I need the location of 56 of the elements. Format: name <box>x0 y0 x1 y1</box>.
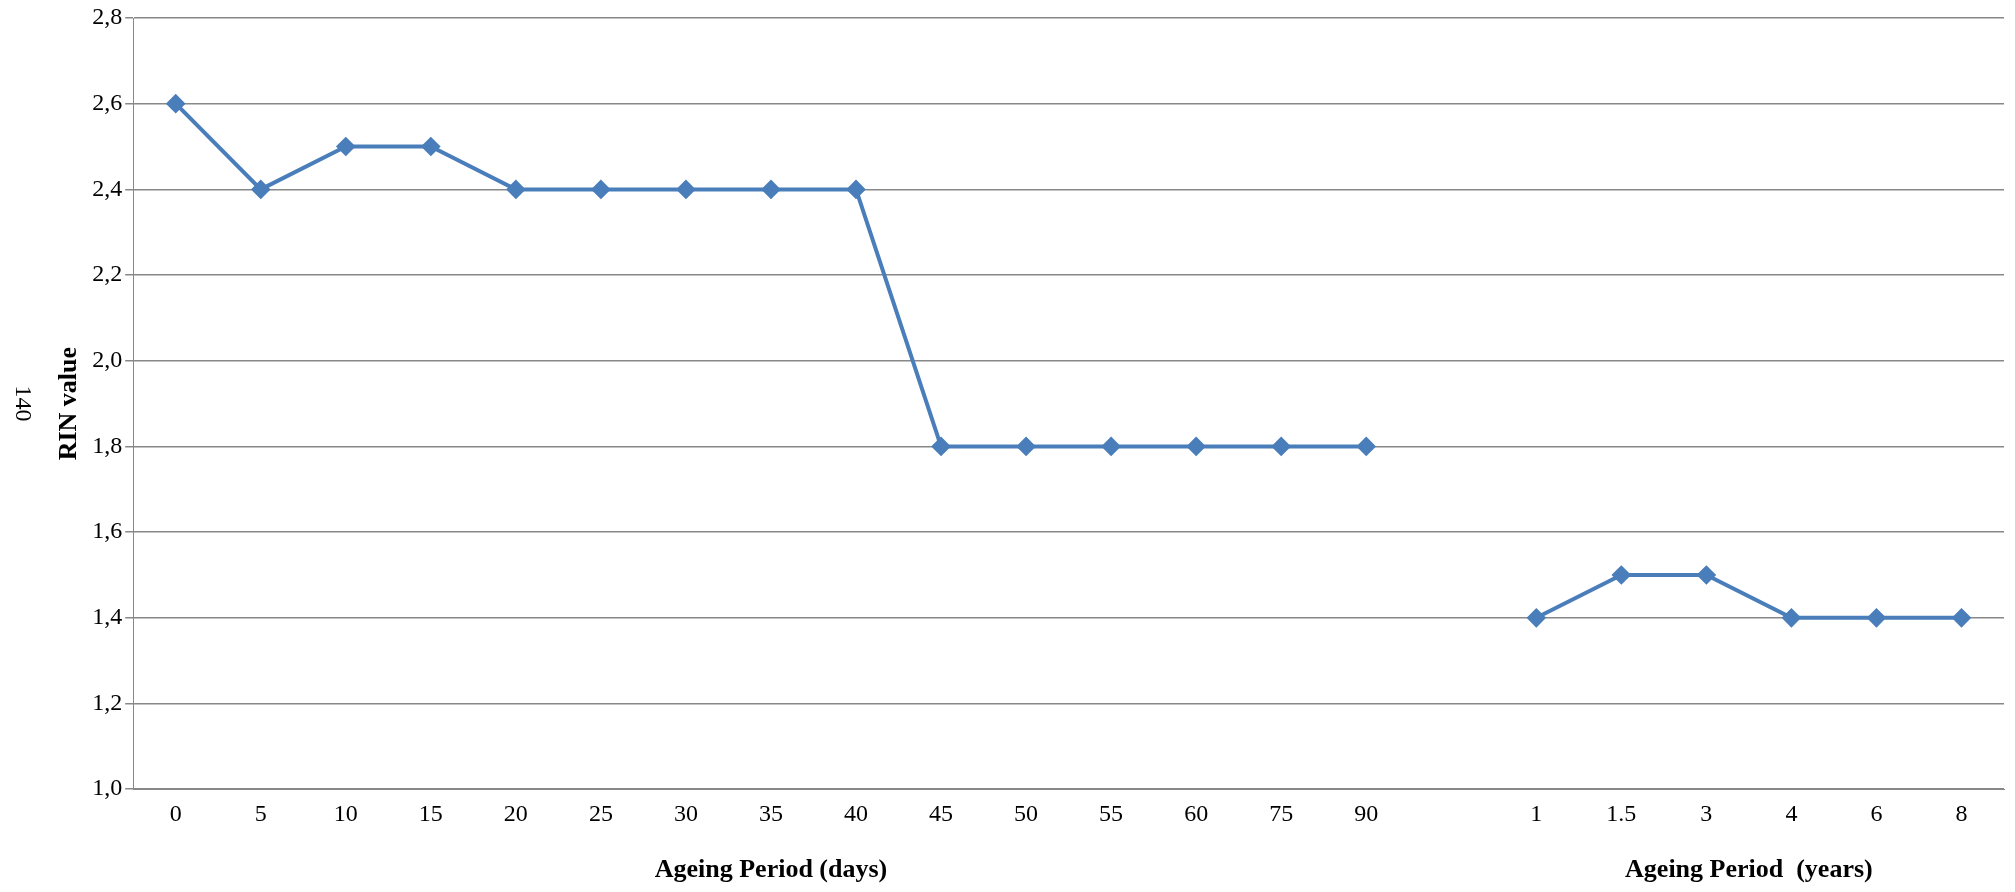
point <box>421 137 440 156</box>
point <box>591 180 610 199</box>
y-axis-title: RIN value <box>53 346 83 461</box>
point <box>1697 565 1716 584</box>
point <box>1952 608 1971 627</box>
x-tick-label: 35 <box>758 799 783 826</box>
x-tick-label: 90 <box>1354 799 1379 826</box>
point <box>1102 437 1121 456</box>
y-tick-label: 2,6 <box>92 88 123 115</box>
x-tick-label: 4 <box>1785 799 1798 826</box>
x-tick-label: 45 <box>929 799 954 826</box>
x-tick-label: 8 <box>1955 799 1968 826</box>
point <box>676 180 695 199</box>
point <box>1782 608 1801 627</box>
x-axis-title: Ageing Period (days) <box>654 853 888 883</box>
point <box>1867 608 1886 627</box>
y-tick-label: 1,4 <box>92 603 123 630</box>
point <box>1612 565 1631 584</box>
x-tick-label: 0 <box>169 799 182 826</box>
x-tick-label: 3 <box>1700 799 1713 826</box>
y-tick-label: 1,6 <box>92 517 123 544</box>
point <box>506 180 525 199</box>
point <box>932 437 951 456</box>
x-tick-label: 10 <box>333 799 358 826</box>
y-tick-label: 2,0 <box>92 346 123 373</box>
y-tick-label: 2,2 <box>92 260 123 287</box>
x-tick-label: 50 <box>1014 799 1039 826</box>
point <box>1527 608 1546 627</box>
point <box>336 137 355 156</box>
x-tick-label: 1 <box>1530 799 1543 826</box>
x-tick-label: 15 <box>418 799 443 826</box>
x-tick-label: 30 <box>673 799 698 826</box>
x-tick-label: 75 <box>1269 799 1294 826</box>
y-tick-label: 2,8 <box>92 3 123 30</box>
text: 140 <box>10 385 37 422</box>
x-tick-label: 6 <box>1870 799 1883 826</box>
point <box>1357 437 1376 456</box>
x-tick-label: 5 <box>254 799 267 826</box>
x-tick-label: 40 <box>844 799 869 826</box>
x-tick-label: 25 <box>588 799 613 826</box>
point <box>1187 437 1206 456</box>
point <box>166 94 185 113</box>
y-tick-label: 1,2 <box>92 688 123 715</box>
y-tick-label: 2,4 <box>92 174 123 201</box>
x-tick-label: 1.5 <box>1606 799 1637 826</box>
y-tick-label: 1,0 <box>92 774 123 801</box>
x-tick-label: 55 <box>1099 799 1124 826</box>
point <box>1272 437 1291 456</box>
x-tick-label: 20 <box>503 799 528 826</box>
point <box>1017 437 1036 456</box>
x-tick-label: 60 <box>1184 799 1209 826</box>
point <box>761 180 780 199</box>
text: Ageing Period (years) <box>1625 853 1873 883</box>
y-tick-label: 1,8 <box>92 431 123 458</box>
point <box>847 180 866 199</box>
point <box>251 180 270 199</box>
